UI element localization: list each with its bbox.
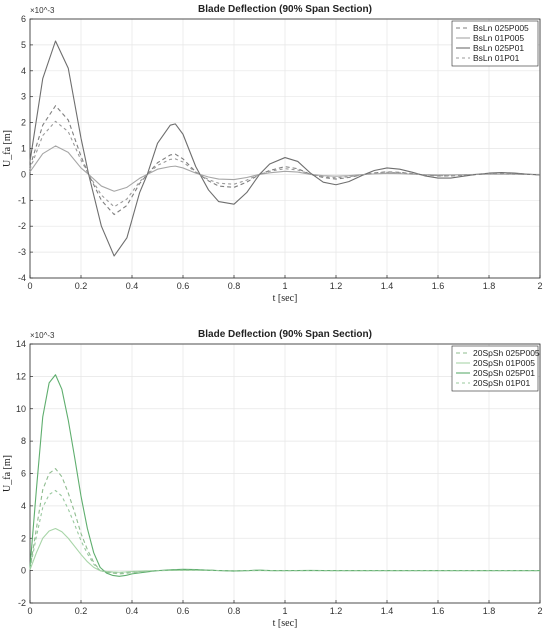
series-line (29, 40, 541, 257)
y-tick-label: -2 (18, 598, 26, 608)
y-tick-label: 10 (16, 404, 26, 414)
x-tick-label: 0 (27, 606, 32, 616)
legend-label: BsLn 01P005 (473, 33, 524, 43)
legend-label: 20SpSh 025P005 (473, 348, 540, 358)
x-tick-label: 1.4 (381, 281, 394, 291)
y-tick-label: 6 (21, 469, 26, 479)
series-lines (29, 40, 541, 257)
y-tick-label: 3 (21, 92, 26, 102)
y-axis-label: U_fa [m] (2, 455, 13, 492)
x-tick-label: 1.4 (381, 606, 394, 616)
x-tick-label: 0.2 (75, 606, 88, 616)
y-tick-label: 1 (21, 144, 26, 154)
chart-title: Blade Deflection (90% Span Section) (198, 329, 372, 340)
x-tick-label: 0.4 (126, 606, 139, 616)
legend-label: BsLn 01P01 (473, 53, 520, 63)
x-tick-label: 1 (282, 606, 287, 616)
legend-label: BsLn 025P01 (473, 43, 524, 53)
x-tick-label: 1.2 (330, 281, 343, 291)
y-tick-label: 6 (21, 14, 26, 24)
y-tick-label: 2 (21, 533, 26, 543)
x-tick-label: 1.2 (330, 606, 343, 616)
series-line (29, 105, 541, 216)
x-tick-label: 0.8 (228, 606, 241, 616)
x-tick-label: 0.2 (75, 281, 88, 291)
axis-ticks: 0 0.2 0.4 0.6 0.8 1 1.2 1.4 1.6 1.8 2 -4 -3 -2 -1 0 1 2 3 4… (18, 14, 543, 291)
legend-label: BsLn 025P005 (473, 23, 529, 33)
x-tick-label: 0.4 (126, 281, 139, 291)
y-tick-label: -3 (18, 247, 26, 257)
series-line (29, 120, 541, 208)
y-tick-label: -1 (18, 195, 26, 205)
x-tick-label: 0.6 (177, 281, 190, 291)
y-tick-label: 12 (16, 371, 26, 381)
x-tick-label: 2 (537, 606, 542, 616)
series-lines (29, 374, 540, 577)
series-line (29, 489, 540, 574)
y-tick-label: 14 (16, 339, 26, 349)
x-tick-label: 1 (282, 281, 287, 291)
y-axis-label: U_fa [m] (2, 130, 13, 167)
x-tick-label: 2 (537, 281, 542, 291)
x-tick-label: 0.6 (177, 606, 190, 616)
x-tick-label: 0 (27, 281, 32, 291)
x-tick-label: 1.8 (483, 281, 496, 291)
y-tick-label: 2 (21, 118, 26, 128)
x-tick-label: 1.8 (483, 606, 496, 616)
legend-label: 20SpSh 01P01 (473, 378, 530, 388)
series-line (29, 145, 540, 192)
y-multiplier: ×10^-3 (30, 331, 55, 340)
x-tick-label: 1.6 (432, 606, 445, 616)
y-tick-label: 4 (21, 66, 26, 76)
chart-bottom: Blade Deflection (90% Span Section) ×10^… (2, 329, 543, 629)
x-tick-label: 0.8 (228, 281, 241, 291)
y-tick-label: 4 (21, 501, 26, 511)
legend-label: 20SpSh 01P005 (473, 358, 535, 368)
chart-top: Blade Deflection (90% Span Section) ×10^… (2, 4, 543, 304)
y-tick-label: -2 (18, 221, 26, 231)
x-tick-label: 1.6 (432, 281, 445, 291)
chart-title: Blade Deflection (90% Span Section) (198, 4, 372, 15)
x-axis-label: t [sec] (273, 293, 298, 304)
y-tick-label: 8 (21, 436, 26, 446)
y-multiplier: ×10^-3 (30, 6, 55, 15)
y-tick-label: 0 (21, 566, 26, 576)
y-tick-label: 5 (21, 40, 26, 50)
legend-label: 20SpSh 025P01 (473, 368, 535, 378)
y-tick-label: 0 (21, 169, 26, 179)
y-tick-label: -4 (18, 273, 26, 283)
x-axis-label: t [sec] (273, 618, 298, 629)
